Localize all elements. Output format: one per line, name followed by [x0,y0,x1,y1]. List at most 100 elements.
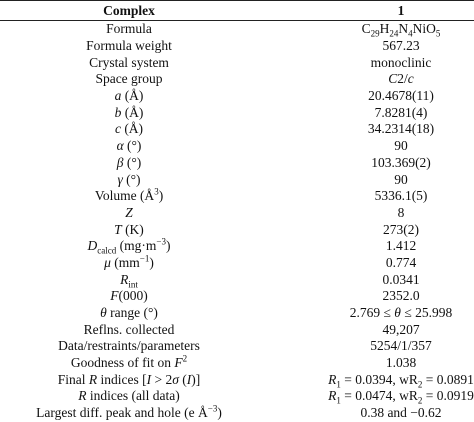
table-cell: 7.8281(4) [258,104,474,121]
table-cell: Final R indices [I > 2σ (I)] [0,371,258,388]
table-cell: γ (°) [0,171,258,188]
table-row: Goodness of fit on F2 1.038 [0,354,474,372]
table-row: μ (mm−1) 0.774 [0,254,474,272]
cell-text: C [388,71,398,87]
cell-text: 24 [389,29,399,40]
cell-text: −3 [156,236,166,247]
cell-text: 1 [336,379,341,390]
cell-text: Reflns. collected [83,321,175,337]
cell-text: R [88,371,98,387]
table-cell: Dcalcd (mg·m−3) [0,236,258,256]
table-cell: Formula [0,21,258,38]
table-cell: 1.038 [258,355,474,372]
cell-text: = 0.0919 [422,388,474,404]
cell-text: 273(2) [383,221,419,237]
cell-text: = 0.0394, wR [340,371,418,387]
cell-text: (000) [118,288,148,304]
cell-text: 4 [408,29,413,40]
table-cell: 90 [258,138,474,155]
cell-text: NiO [412,21,436,37]
cell-text: 5254/1/357 [370,338,432,354]
cell-text: (mg·m [116,238,157,254]
cell-text: 90 [394,138,408,154]
table-cell: a (Å) [0,88,258,105]
cell-text: 90 [394,171,408,187]
table-row: β (°) 103.369(2) [0,155,474,172]
cell-text: 0.0341 [382,271,420,287]
cell-text: Data/restraints/parameters [58,338,200,354]
cell-text: = 0.0474, wR [340,388,418,404]
cell-text: 8 [397,204,405,220]
cell-text: θ [100,305,107,321]
cell-text: 2352.0 [382,288,420,304]
table-cell: β (°) [0,155,258,172]
table-row: Dcalcd (mg·m−3) 1.412 [0,236,474,256]
cell-text: 3 [154,186,159,197]
cell-text: α [116,138,124,154]
header-cell: 1 [258,0,474,21]
table-cell: 273(2) [258,221,474,238]
table-row: a (Å) 20.4678(11) [0,88,474,105]
cell-text: range (°) [106,305,158,321]
cell-text: 1.038 [385,355,417,371]
cell-text: 5 [435,29,441,40]
cell-text: Space group [95,71,163,87]
header-row: Complex 1 [0,0,474,21]
cell-text: σ [172,371,179,387]
cell-text: 7.8281(4) [374,104,428,120]
table-cell: 0.0341 [258,271,474,288]
table-cell: 8 [258,205,474,222]
cell-text: ) [217,405,222,421]
table-cell: c (Å) [0,121,258,138]
cell-text: 49,207 [382,321,420,337]
table-cell: R1 = 0.0474, wR2 = 0.0919 [258,388,474,405]
cell-text: H [379,21,390,37]
cell-text: (Å) [121,88,144,104]
table-row: T (K) 273(2) [0,221,474,238]
cell-text: β [116,154,124,170]
table-cell: C2/c [258,71,474,88]
table-cell: 2.769 ≤ θ ≤ 25.998 [258,305,474,322]
table-cell: 34.2314(18) [258,121,474,138]
cell-text: 1.412 [385,238,417,254]
table-cell: b (Å) [0,104,258,121]
cell-text: Largest diff. peak and hole (e Å [36,405,208,421]
cell-text: 34.2314(18) [367,121,435,137]
cell-text: Goodness of fit on [70,355,175,371]
cell-text: Final [57,371,89,387]
cell-text: I [146,371,152,387]
table-row: c (Å) 34.2314(18) [0,121,474,138]
table-cell: F(000) [0,288,258,305]
table-cell: Rint [0,271,258,289]
cell-text: 103.369(2) [371,154,431,170]
cell-text: indices (all data) [86,388,180,404]
table-cell: Formula weight [0,38,258,55]
table-row: Data/restraints/parameters 5254/1/357 [0,338,474,355]
table-row: R indices (all data) R1 = 0.0474, wR2 = 0… [0,388,474,405]
table-cell: 0.774 [258,255,474,272]
table-row: Rint 0.0341 [0,271,474,289]
table-cell: C29H24N4NiO5 [258,21,474,38]
cell-text: 2.769 ≤ [349,305,395,321]
table-cell: 0.38 and −0.62 [258,405,474,422]
cell-text: 20.4678(11) [368,88,434,104]
cell-text: 5336.1(5) [374,188,428,204]
cell-text: 2 [417,396,423,407]
cell-text: T [114,221,122,237]
cell-text: calcd [97,245,117,256]
cell-text: )] [191,371,201,387]
table-row: F(000) 2352.0 [0,288,474,305]
cell-text: ( [178,371,187,387]
table-cell: Volume (Å3) [0,186,258,205]
table-cell: Crystal system [0,54,258,71]
table-cell: 567.23 [258,38,474,55]
cell-text: (°) [123,154,142,170]
table-row: Volume (Å3) 5336.1(5) [0,186,474,205]
table-row: γ (°) 90 [0,171,474,188]
cell-text: (mm [110,254,140,270]
table-row: Formula C29H24N4NiO5 [0,21,474,38]
table-cell: R1 = 0.0394, wR2 = 0.0891 [258,371,474,390]
cell-text: (K) [121,221,144,237]
table-cell: Data/restraints/parameters [0,338,258,355]
cell-text: (Å) [121,104,144,120]
